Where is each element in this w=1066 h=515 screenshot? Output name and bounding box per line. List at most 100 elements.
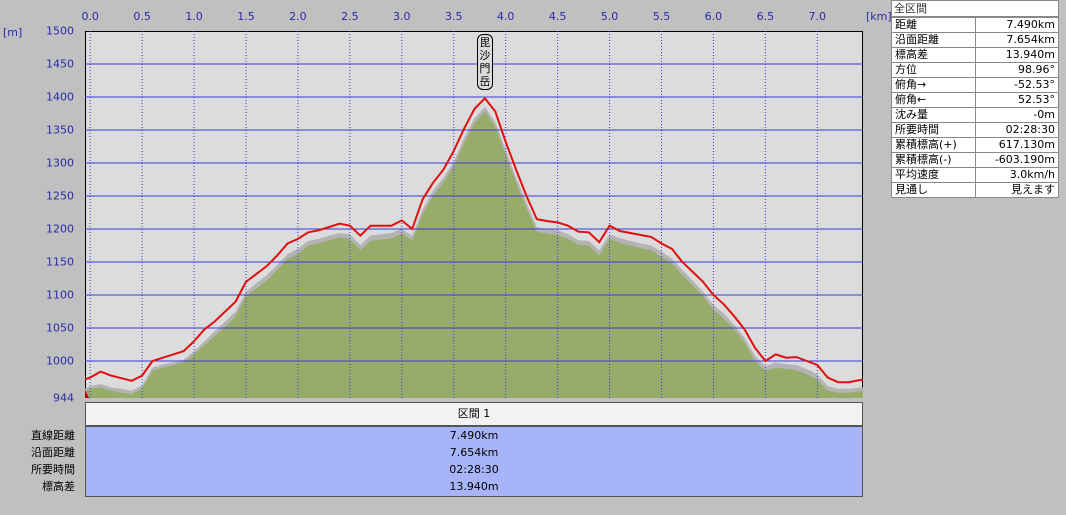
route-point xyxy=(235,301,237,303)
route-point xyxy=(588,231,590,233)
summary-label: 標高差 xyxy=(890,47,977,63)
route-point xyxy=(370,225,372,227)
x-tick-label: 5.0 xyxy=(600,10,619,23)
route-point xyxy=(473,108,476,110)
route-point xyxy=(338,223,341,225)
route-point xyxy=(100,371,102,373)
elevation-chart[interactable] xyxy=(85,31,863,398)
section-value: 02:28:30 xyxy=(449,463,499,476)
summary-value: -0m xyxy=(975,107,1059,123)
route-point xyxy=(131,380,133,382)
route-point xyxy=(577,231,579,233)
summary-value: 7.654km xyxy=(975,32,1059,48)
route-point xyxy=(318,229,320,231)
summary-label: 所要時間 xyxy=(890,122,977,138)
y-tick-label: 1500 xyxy=(46,24,74,38)
summary-label: 距離 xyxy=(890,17,977,33)
summary-panel: 全区間 距離 7.490km 沿面距離 7.654km 標高差 13.940m 方位 98.9… xyxy=(890,0,1059,198)
route-point xyxy=(276,254,278,256)
route-point xyxy=(484,97,486,99)
route-point xyxy=(723,303,725,305)
route-point xyxy=(183,350,185,352)
y-tick-label: 1000 xyxy=(46,354,74,368)
x-tick-label: 0.0 xyxy=(81,10,99,23)
summary-value: 13.940m xyxy=(975,47,1059,63)
summary-label: 沿面距離 xyxy=(890,32,977,48)
summary-row: 平均速度 3.0km/h xyxy=(890,167,1059,183)
section-value: 7.490km xyxy=(449,429,499,442)
y-axis-ticks: 1500 1450 1400 1350 1300 1250 1200 1150 1100 1050… xyxy=(0,0,74,515)
summary-row: 沈み量 -0m xyxy=(890,107,1059,123)
y-tick-label: 1400 xyxy=(46,90,74,104)
route-point xyxy=(650,236,652,238)
summary-label: 俯角→ xyxy=(890,77,977,93)
route-point xyxy=(297,238,299,240)
route-point xyxy=(266,265,268,267)
summary-value: 7.490km xyxy=(975,17,1059,33)
x-tick-label: 1.5 xyxy=(237,10,255,23)
summary-row: 方位 98.96° xyxy=(890,62,1059,78)
route-point xyxy=(162,357,164,359)
summary-row: 沿面距離 7.654km xyxy=(890,32,1059,48)
summary-row: 距離 7.490km xyxy=(890,17,1059,33)
route-point xyxy=(692,271,694,273)
summary-value: 02:28:30 xyxy=(975,122,1059,138)
route-point xyxy=(681,261,683,263)
route-point xyxy=(712,294,715,296)
y-axis-unit: [m] xyxy=(3,26,23,39)
route-point xyxy=(536,218,538,220)
route-point xyxy=(307,231,309,233)
route-point xyxy=(702,281,704,283)
y-tick-label: 1200 xyxy=(46,222,74,236)
summary-value: 3.0km/h xyxy=(975,167,1059,183)
summary-value: 見えます xyxy=(975,182,1059,198)
peak-annotation: 毘沙門岳 xyxy=(476,34,493,90)
route-point xyxy=(390,225,392,227)
route-point xyxy=(862,378,863,381)
route-point xyxy=(432,182,434,184)
route-point xyxy=(827,376,829,379)
route-point xyxy=(141,375,143,377)
y-tick-label: 1250 xyxy=(46,189,74,203)
route-point xyxy=(744,328,746,330)
summary-label: 見通し xyxy=(890,182,977,198)
section-header[interactable]: 区間 1 xyxy=(85,402,863,426)
summary-label: 累積標高(+) xyxy=(890,137,977,153)
route-point xyxy=(422,198,424,200)
x-axis-unit: [km] xyxy=(866,10,892,23)
section-label: 所要時間 xyxy=(31,463,75,476)
route-point xyxy=(660,242,663,245)
route-point xyxy=(89,376,91,379)
y-tick-label: 1350 xyxy=(46,123,74,137)
route-point xyxy=(193,340,195,342)
section-value: 7.654km xyxy=(449,446,499,459)
route-point xyxy=(401,219,403,221)
route-point xyxy=(411,228,413,230)
route-point xyxy=(453,150,455,152)
section-label: 沿面距離 xyxy=(31,446,75,459)
route-point xyxy=(442,169,444,171)
summary-value: 617.130m xyxy=(975,137,1059,153)
route-point xyxy=(795,356,798,358)
summary-row: 累積標高(-) -603.190m xyxy=(890,152,1059,168)
y-tick-label: 1100 xyxy=(46,288,74,302)
route-point xyxy=(837,381,839,383)
x-tick-label: 4.5 xyxy=(548,10,567,23)
route-point xyxy=(494,110,496,113)
route-point xyxy=(85,378,86,381)
summary-value: 98.96° xyxy=(975,62,1059,78)
route-point xyxy=(733,315,735,317)
y-tick-label: 1050 xyxy=(46,321,74,335)
summary-row: 見通し 見えます xyxy=(890,182,1059,198)
route-point xyxy=(785,357,787,359)
x-tick-label: 1.0 xyxy=(185,10,203,23)
route-point xyxy=(609,225,611,227)
route-point xyxy=(203,328,206,330)
x-tick-label: 2.5 xyxy=(341,10,359,23)
summary-row: 俯角→ -52.53° xyxy=(890,77,1059,93)
route-point xyxy=(806,360,808,362)
route-point xyxy=(764,360,767,362)
route-point xyxy=(557,221,559,223)
x-tick-label: 5.5 xyxy=(652,10,671,23)
summary-row: 累積標高(+) 617.130m xyxy=(890,137,1059,153)
